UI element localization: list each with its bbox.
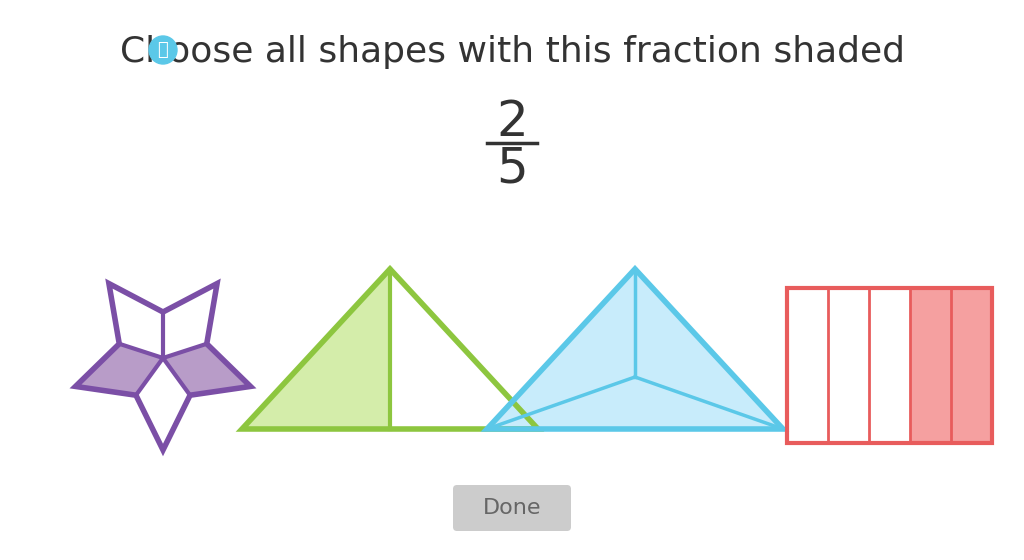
Bar (828, 288, 869, 443)
Bar (869, 288, 910, 443)
Text: 2: 2 (496, 98, 528, 146)
Text: 5: 5 (496, 144, 528, 192)
Bar (787, 288, 992, 443)
Text: 🔊: 🔊 (158, 41, 168, 59)
Polygon shape (163, 283, 217, 358)
Polygon shape (76, 344, 163, 395)
Polygon shape (487, 377, 783, 429)
Polygon shape (136, 358, 190, 450)
Bar (910, 288, 951, 443)
Polygon shape (109, 283, 163, 358)
Polygon shape (487, 269, 635, 429)
Polygon shape (635, 269, 783, 429)
Circle shape (150, 36, 177, 64)
Polygon shape (390, 269, 538, 429)
Bar (951, 288, 992, 443)
Polygon shape (242, 269, 390, 429)
Text: Choose all shapes with this fraction shaded: Choose all shapes with this fraction sha… (120, 35, 904, 69)
Polygon shape (163, 344, 251, 395)
FancyBboxPatch shape (453, 485, 571, 531)
Text: Done: Done (482, 498, 542, 518)
Bar (787, 288, 828, 443)
